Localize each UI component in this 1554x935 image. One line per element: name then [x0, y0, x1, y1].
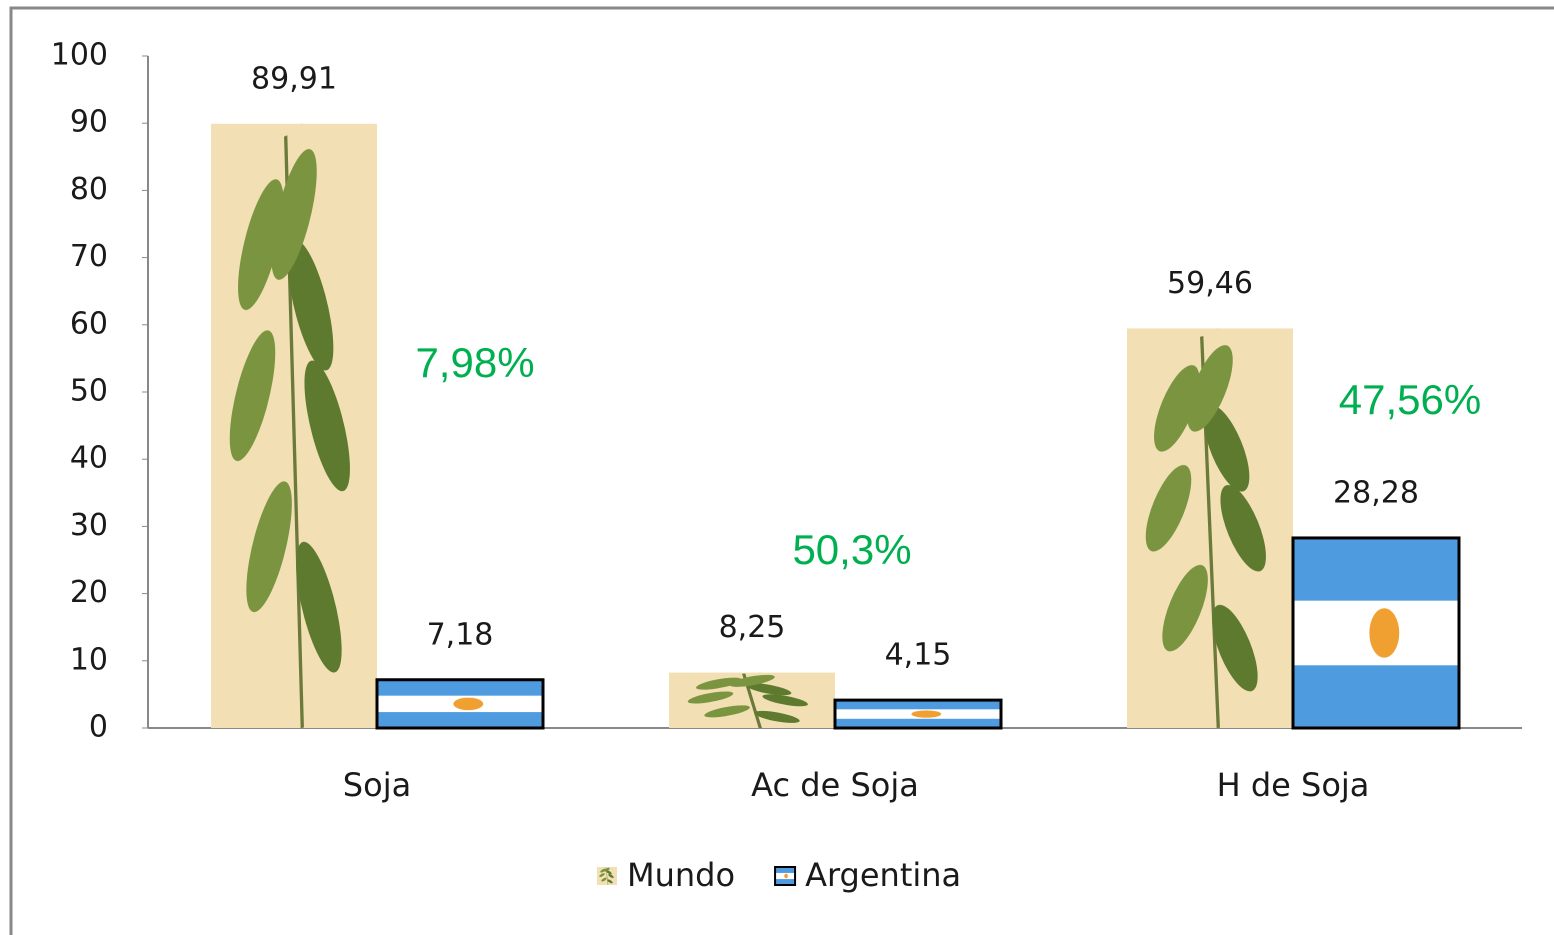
y-tick-label: 30	[70, 508, 108, 543]
y-tick-label: 20	[70, 575, 108, 610]
y-tick-label: 10	[70, 642, 108, 677]
data-label: 28,28	[1333, 475, 1419, 510]
annotation: 47,56%	[1339, 376, 1481, 423]
y-tick-label: 100	[51, 38, 108, 73]
bar	[1127, 328, 1293, 728]
x-tick-label: Ac de Soja	[751, 766, 919, 804]
y-tick-label: 70	[70, 239, 108, 274]
data-label: 7,18	[427, 617, 494, 652]
annotation: 50,3%	[792, 526, 911, 573]
bar	[833, 698, 1003, 730]
x-tick-label: H de Soja	[1217, 766, 1370, 804]
bar	[375, 678, 545, 730]
y-tick-label: 50	[70, 374, 108, 409]
y-tick-label: 60	[70, 306, 108, 341]
data-label: 89,91	[251, 61, 337, 96]
data-label: 8,25	[719, 610, 786, 645]
x-tick-label: Soja	[343, 766, 411, 804]
chart-frame	[9, 6, 1554, 935]
bar	[669, 672, 835, 728]
data-label: 4,15	[885, 638, 952, 673]
annotation: 7,98%	[415, 339, 534, 386]
y-tick-label: 0	[89, 710, 108, 745]
y-tick-label: 80	[70, 172, 108, 207]
data-label: 59,46	[1167, 266, 1253, 301]
legend-swatch	[774, 866, 797, 886]
legend-label: Mundo	[627, 856, 735, 894]
y-tick-label: 40	[70, 441, 108, 476]
bar	[1291, 536, 1461, 730]
y-tick-label: 90	[70, 105, 108, 140]
bar	[211, 123, 377, 728]
legend-swatch	[597, 867, 617, 885]
legend-label: Argentina	[805, 856, 961, 894]
